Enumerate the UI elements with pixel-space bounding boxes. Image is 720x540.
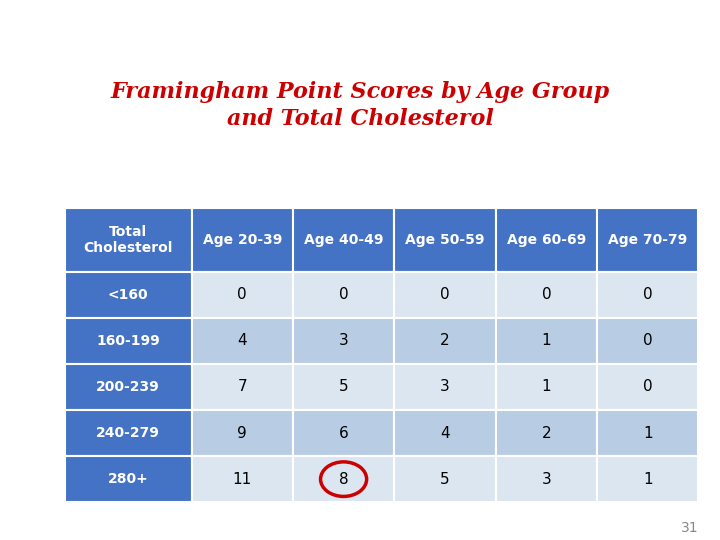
- FancyBboxPatch shape: [395, 272, 495, 318]
- FancyBboxPatch shape: [293, 208, 395, 272]
- Text: 1: 1: [643, 471, 652, 487]
- Text: 0: 0: [541, 287, 551, 302]
- Text: 11: 11: [233, 471, 252, 487]
- Text: 4: 4: [440, 426, 450, 441]
- Text: 2: 2: [541, 426, 551, 441]
- Text: Age 50-59: Age 50-59: [405, 233, 485, 247]
- Text: <160: <160: [108, 288, 148, 302]
- FancyBboxPatch shape: [192, 318, 293, 364]
- Text: 7: 7: [238, 380, 247, 394]
- FancyBboxPatch shape: [293, 410, 395, 456]
- Text: Age 70-79: Age 70-79: [608, 233, 688, 247]
- FancyBboxPatch shape: [395, 208, 495, 272]
- FancyBboxPatch shape: [597, 318, 698, 364]
- FancyBboxPatch shape: [192, 456, 293, 502]
- Text: 3: 3: [338, 333, 348, 348]
- FancyBboxPatch shape: [65, 456, 192, 502]
- FancyBboxPatch shape: [597, 456, 698, 502]
- FancyBboxPatch shape: [495, 456, 597, 502]
- FancyBboxPatch shape: [597, 272, 698, 318]
- FancyBboxPatch shape: [192, 364, 293, 410]
- Text: 6: 6: [338, 426, 348, 441]
- Text: 0: 0: [643, 380, 652, 394]
- Text: 3: 3: [440, 380, 450, 394]
- FancyBboxPatch shape: [65, 410, 192, 456]
- FancyBboxPatch shape: [495, 364, 597, 410]
- Text: 0: 0: [238, 287, 247, 302]
- FancyBboxPatch shape: [495, 272, 597, 318]
- Text: 240-279: 240-279: [96, 426, 160, 440]
- Text: 4: 4: [238, 333, 247, 348]
- Text: Age 40-49: Age 40-49: [304, 233, 383, 247]
- FancyBboxPatch shape: [293, 318, 395, 364]
- Text: 8: 8: [339, 471, 348, 487]
- Text: 9: 9: [238, 426, 247, 441]
- Text: 160-199: 160-199: [96, 334, 160, 348]
- FancyBboxPatch shape: [495, 410, 597, 456]
- FancyBboxPatch shape: [65, 364, 192, 410]
- FancyBboxPatch shape: [495, 208, 597, 272]
- FancyBboxPatch shape: [597, 410, 698, 456]
- Text: 5: 5: [440, 471, 450, 487]
- Text: 3: 3: [541, 471, 552, 487]
- Text: 1: 1: [541, 380, 551, 394]
- FancyBboxPatch shape: [192, 272, 293, 318]
- FancyBboxPatch shape: [395, 318, 495, 364]
- FancyBboxPatch shape: [65, 272, 192, 318]
- Text: Total
Cholesterol: Total Cholesterol: [84, 225, 173, 255]
- FancyBboxPatch shape: [597, 208, 698, 272]
- FancyBboxPatch shape: [293, 272, 395, 318]
- FancyBboxPatch shape: [597, 364, 698, 410]
- Text: 0: 0: [339, 287, 348, 302]
- Text: 5: 5: [339, 380, 348, 394]
- Text: Framingham Point Scores by Age Group
and Total Cholesterol: Framingham Point Scores by Age Group and…: [110, 81, 610, 130]
- FancyBboxPatch shape: [192, 410, 293, 456]
- Text: 0: 0: [440, 287, 450, 302]
- Text: 0: 0: [643, 287, 652, 302]
- FancyBboxPatch shape: [293, 456, 395, 502]
- FancyBboxPatch shape: [65, 318, 192, 364]
- FancyBboxPatch shape: [395, 410, 495, 456]
- FancyBboxPatch shape: [65, 208, 192, 272]
- Text: 1: 1: [643, 426, 652, 441]
- Text: 31: 31: [681, 521, 698, 535]
- FancyBboxPatch shape: [293, 364, 395, 410]
- FancyBboxPatch shape: [395, 364, 495, 410]
- Text: Age 60-69: Age 60-69: [507, 233, 586, 247]
- Text: 0: 0: [643, 333, 652, 348]
- Text: 1: 1: [541, 333, 551, 348]
- Text: 200-239: 200-239: [96, 380, 160, 394]
- FancyBboxPatch shape: [192, 208, 293, 272]
- Text: 280+: 280+: [108, 472, 148, 486]
- Text: Age 20-39: Age 20-39: [202, 233, 282, 247]
- Text: 2: 2: [440, 333, 450, 348]
- FancyBboxPatch shape: [495, 318, 597, 364]
- FancyBboxPatch shape: [395, 456, 495, 502]
